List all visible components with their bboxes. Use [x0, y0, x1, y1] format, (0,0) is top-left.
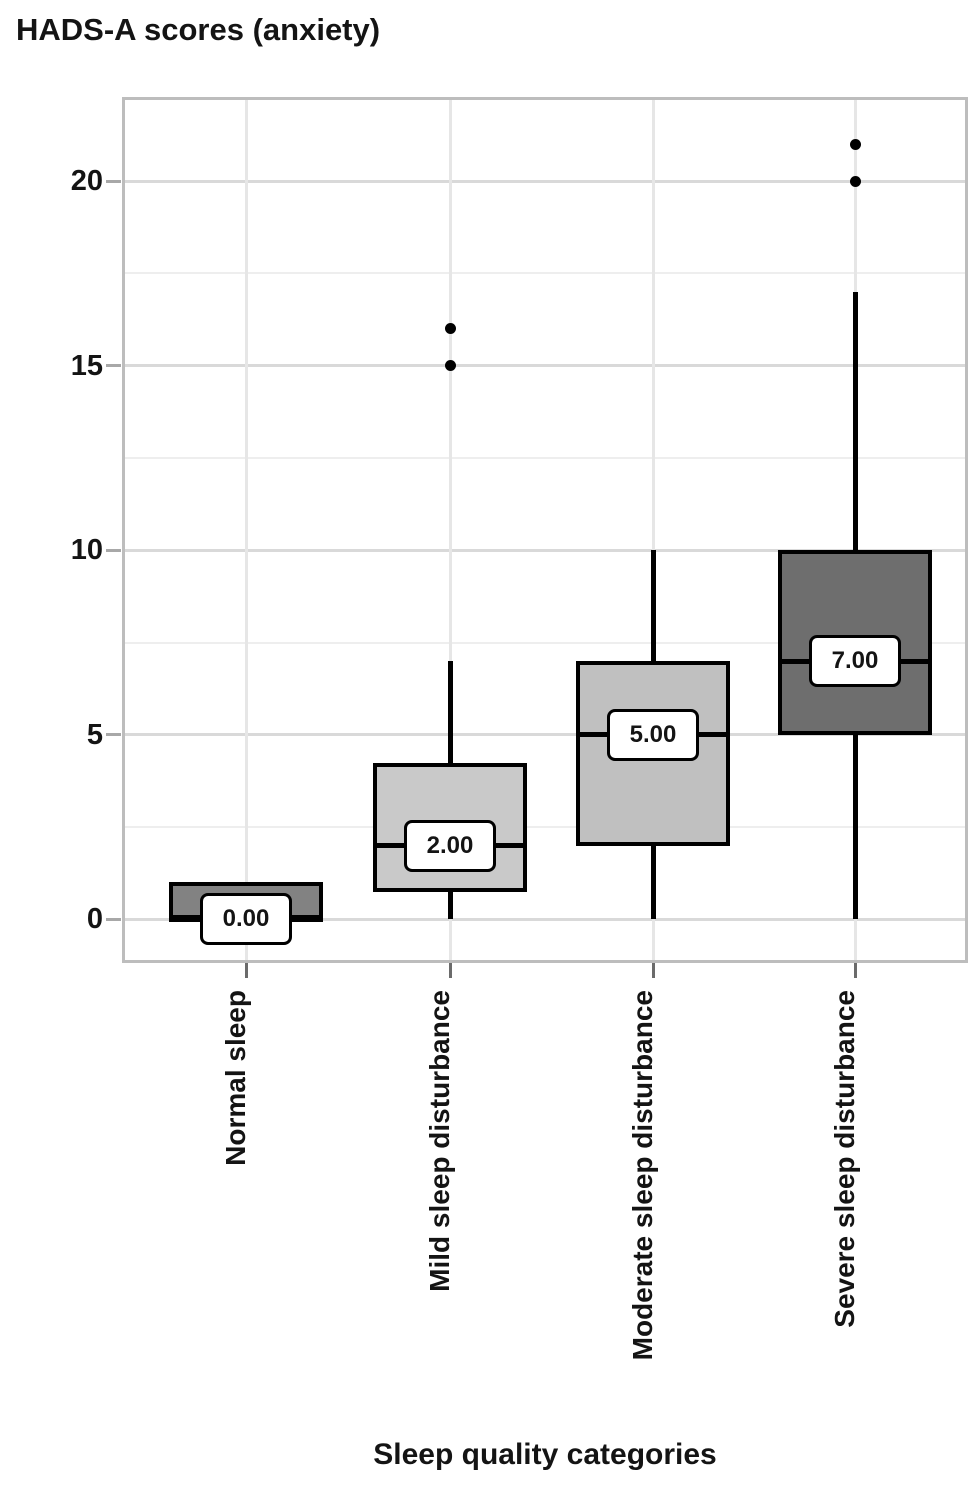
major-gridline: [125, 917, 965, 921]
median-value-label: 7.00: [809, 635, 901, 688]
minor-gridline: [125, 641, 965, 644]
outlier-point: [444, 323, 456, 335]
x-axis-tick: [651, 963, 655, 978]
lower-whisker: [852, 734, 858, 920]
lower-whisker: [447, 891, 453, 920]
x-axis-tick: [853, 963, 857, 978]
x-axis-tick: [244, 963, 248, 978]
median-value-label: 5.00: [607, 708, 699, 761]
minor-gridline: [125, 826, 965, 829]
major-gridline: [125, 179, 965, 183]
y-tick-label: 0: [86, 903, 103, 936]
major-gridline: [125, 364, 965, 368]
outlier-point: [444, 360, 456, 372]
x-axis-title: Sleep quality categories: [373, 1438, 717, 1471]
minor-gridline: [125, 457, 965, 460]
category-gridline: [448, 100, 452, 960]
x-category-label: Moderate sleep disturbance: [627, 990, 658, 1361]
outlier-point: [849, 175, 861, 187]
upper-whisker: [852, 291, 858, 551]
category-gridline: [244, 100, 248, 960]
y-axis-tick: [106, 917, 121, 921]
y-tick-label: 20: [70, 165, 103, 198]
x-category-label: Mild sleep disturbance: [424, 990, 455, 1292]
minor-gridline: [125, 272, 965, 275]
major-gridline: [125, 733, 965, 737]
plot-area: 0.00 2.00 5.00 7.00: [122, 97, 968, 963]
y-tick-label: 5: [86, 718, 103, 751]
y-tick-label: 15: [70, 349, 103, 382]
y-tick-label: 10: [70, 534, 103, 567]
x-category-labels: Normal sleep Mild sleep disturbance Modera…: [0, 990, 980, 1410]
x-category-label: Severe sleep disturbance: [829, 990, 860, 1328]
median-value-label: 2.00: [404, 819, 496, 872]
y-axis-tick: [106, 733, 121, 737]
x-axis-tick: [448, 963, 452, 978]
chart-title: HADS-A scores (anxiety): [16, 12, 381, 47]
lower-whisker: [650, 845, 656, 920]
upper-whisker: [650, 550, 656, 662]
x-category-label: Normal sleep: [220, 990, 251, 1166]
upper-whisker: [447, 661, 453, 763]
median-value-label: 0.00: [200, 893, 292, 946]
outlier-point: [849, 138, 861, 150]
category-gridline: [651, 100, 655, 960]
y-axis-tick: [106, 179, 121, 183]
y-axis-tick: [106, 364, 121, 368]
y-axis-tick: [106, 548, 121, 552]
major-gridline: [125, 548, 965, 552]
